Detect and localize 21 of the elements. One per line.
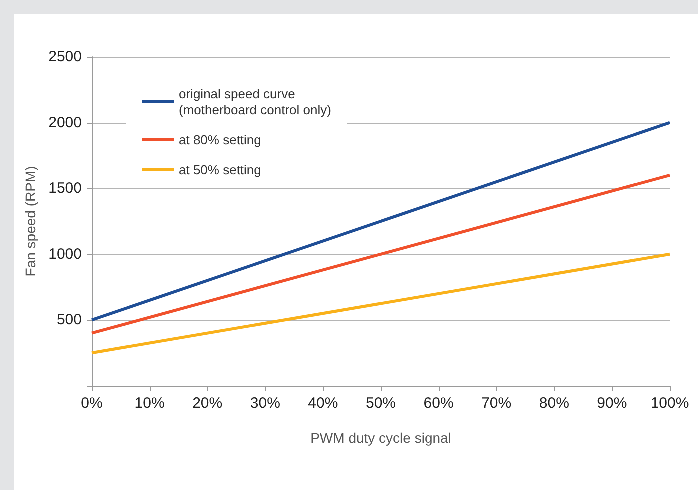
x-tick-label: 20%: [192, 395, 223, 412]
y-tick-label: 2000: [48, 114, 82, 132]
x-tick-label: 70%: [482, 395, 512, 412]
legend-label: at 50% setting: [179, 162, 262, 178]
y-tick-label: 500: [56, 312, 82, 329]
x-tick-label: 90%: [597, 395, 628, 412]
y-tick-label: 1500: [48, 180, 82, 198]
x-tick-label: 10%: [134, 395, 165, 412]
x-tick-label: 50%: [366, 395, 396, 412]
x-tick-label: 0%: [81, 395, 103, 412]
y-tick-label: 2500: [48, 48, 82, 66]
y-tick-label: 1000: [48, 246, 82, 263]
legend-label: at 80% setting: [179, 132, 262, 148]
legend-label: original speed curve (motherboard control only): [179, 86, 332, 118]
x-tick-label: 80%: [539, 395, 570, 412]
y-axis-title: Fan speed (RPM): [22, 166, 39, 277]
x-tick-label: 40%: [308, 395, 338, 412]
x-tick-label: 60%: [424, 395, 454, 412]
x-tick-label: 100%: [650, 395, 690, 412]
x-tick-label: 30%: [250, 395, 280, 412]
x-axis-title: PWM duty cycle signal: [310, 430, 452, 446]
